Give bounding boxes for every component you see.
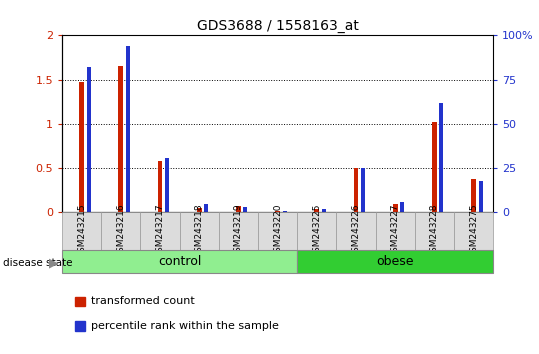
- Bar: [258, 212, 297, 250]
- Bar: [336, 212, 376, 250]
- Text: GSM243218: GSM243218: [195, 204, 204, 258]
- Bar: [361, 168, 365, 212]
- Bar: [297, 250, 493, 273]
- Bar: [204, 204, 208, 212]
- Text: GSM243226: GSM243226: [351, 204, 361, 258]
- Bar: [471, 179, 476, 212]
- Text: GSM243216: GSM243216: [116, 204, 125, 258]
- Bar: [314, 209, 319, 212]
- Bar: [282, 211, 287, 212]
- Bar: [119, 67, 123, 212]
- Bar: [101, 212, 140, 250]
- Bar: [393, 204, 398, 212]
- Text: control: control: [158, 255, 201, 268]
- Bar: [79, 82, 84, 212]
- Bar: [275, 211, 280, 212]
- Text: GSM243275: GSM243275: [469, 204, 478, 258]
- Text: GSM243225: GSM243225: [312, 204, 321, 258]
- Bar: [376, 212, 415, 250]
- Bar: [454, 212, 493, 250]
- Bar: [244, 207, 247, 212]
- Bar: [165, 158, 169, 212]
- Bar: [87, 67, 91, 212]
- Text: disease state: disease state: [3, 258, 72, 268]
- Bar: [197, 208, 202, 212]
- Bar: [415, 212, 454, 250]
- Text: GSM243227: GSM243227: [391, 204, 400, 258]
- Bar: [219, 212, 258, 250]
- Bar: [297, 212, 336, 250]
- Bar: [157, 161, 162, 212]
- Text: transformed count: transformed count: [91, 296, 194, 306]
- Bar: [432, 122, 437, 212]
- Bar: [322, 209, 326, 212]
- Text: GSM243228: GSM243228: [430, 204, 439, 258]
- Bar: [354, 168, 358, 212]
- Bar: [479, 181, 482, 212]
- Bar: [400, 202, 404, 212]
- Bar: [236, 206, 241, 212]
- Bar: [126, 46, 130, 212]
- Bar: [62, 250, 297, 273]
- Text: GSM243219: GSM243219: [234, 204, 243, 258]
- Text: GSM243217: GSM243217: [155, 204, 164, 258]
- Text: ▶: ▶: [49, 256, 58, 269]
- Text: GSM243215: GSM243215: [77, 204, 86, 258]
- Bar: [62, 212, 101, 250]
- Text: GSM243220: GSM243220: [273, 204, 282, 258]
- Bar: [140, 212, 179, 250]
- Text: percentile rank within the sample: percentile rank within the sample: [91, 321, 279, 331]
- Text: obese: obese: [376, 255, 414, 268]
- Bar: [179, 212, 219, 250]
- Title: GDS3688 / 1558163_at: GDS3688 / 1558163_at: [197, 19, 358, 33]
- Bar: [439, 103, 444, 212]
